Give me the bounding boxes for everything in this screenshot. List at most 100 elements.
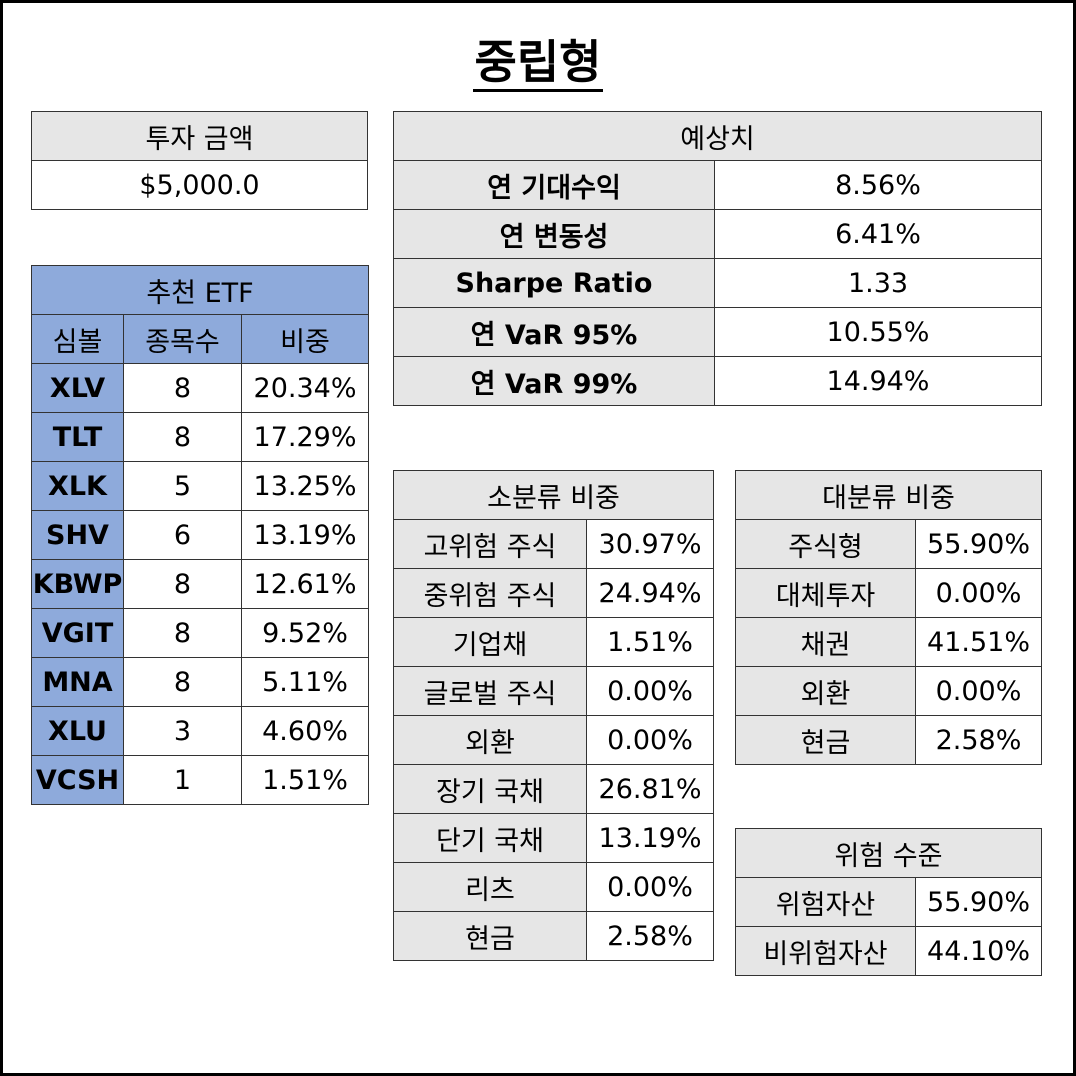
etf-count: 3 <box>123 706 242 756</box>
table-row: 현금 2.58% <box>735 715 1043 765</box>
sub-category-value: 24.94% <box>585 568 715 618</box>
main-category-value: 0.00% <box>914 568 1043 618</box>
sub-category-value: 1.51% <box>585 617 715 667</box>
sub-category-value: 30.97% <box>585 519 715 569</box>
table-row: KBWP 8 12.61% <box>31 559 370 609</box>
table-row: 중위험 주식 24.94% <box>393 568 715 618</box>
risk-level-table: 위험 수준 위험자산 55.90% 비위험자산 44.10% <box>734 828 1043 976</box>
table-row: TLT 8 17.29% <box>31 412 370 462</box>
forecast-label: 연 VaR 99% <box>393 356 715 406</box>
table-row: VCSH 1 1.51% <box>31 755 370 805</box>
sub-category-label: 단기 국채 <box>393 813 587 863</box>
table-row: 연 VaR 95% 10.55% <box>393 307 1042 357</box>
etf-symbol: VGIT <box>31 608 124 658</box>
risk-level-value: 55.90% <box>914 877 1043 927</box>
main-category-table: 대분류 비중 주식형 55.90% 대체투자 0.00% 채권 41.51% 외환 0.… <box>734 470 1043 765</box>
table-row: 외환 0.00% <box>393 715 715 765</box>
etf-symbol: XLU <box>31 706 124 756</box>
etf-column-weight: 비중 <box>240 314 370 364</box>
etf-symbol: XLK <box>31 461 124 511</box>
table-row: 현금 2.58% <box>393 911 715 961</box>
table-row: 장기 국채 26.81% <box>393 764 715 814</box>
etf-weight: 12.61% <box>240 559 370 609</box>
forecast-label: 연 VaR 95% <box>393 307 715 357</box>
forecast-value: 8.56% <box>714 160 1042 210</box>
forecast-value: 6.41% <box>714 209 1042 259</box>
table-row: 연 변동성 6.41% <box>393 209 1042 259</box>
risk-level-header: 위험 수준 <box>734 828 1043 878</box>
table-row: Sharpe Ratio 1.33 <box>393 258 1042 308</box>
table-row: XLU 3 4.60% <box>31 706 370 756</box>
etf-count: 8 <box>123 559 242 609</box>
sub-category-value: 0.00% <box>585 862 715 912</box>
etf-column-symbol: 심볼 <box>31 314 124 364</box>
etf-table-header: 추천 ETF <box>30 265 370 315</box>
sub-category-value: 13.19% <box>585 813 715 863</box>
forecast-value: 1.33 <box>714 258 1042 308</box>
page-title: 중립형 <box>0 30 1076 94</box>
risk-level-value: 44.10% <box>914 926 1043 976</box>
etf-count: 8 <box>123 363 242 413</box>
etf-count: 8 <box>123 412 242 462</box>
etf-count: 8 <box>123 608 242 658</box>
forecast-header: 예상치 <box>393 111 1042 161</box>
etf-weight: 13.25% <box>240 461 370 511</box>
etf-weight: 17.29% <box>240 412 370 462</box>
sub-category-label: 고위험 주식 <box>393 519 587 569</box>
table-row: 글로벌 주식 0.00% <box>393 666 715 716</box>
etf-weight: 5.11% <box>240 657 370 707</box>
table-row: 기업채 1.51% <box>393 617 715 667</box>
table-row: 리츠 0.00% <box>393 862 715 912</box>
etf-weight: 13.19% <box>240 510 370 560</box>
etf-symbol: KBWP <box>31 559 124 609</box>
sub-category-label: 현금 <box>393 911 587 961</box>
main-category-label: 현금 <box>735 715 916 765</box>
main-category-label: 대체투자 <box>735 568 916 618</box>
etf-count: 6 <box>123 510 242 560</box>
etf-symbol: MNA <box>31 657 124 707</box>
main-category-value: 55.90% <box>914 519 1043 569</box>
main-category-label: 주식형 <box>735 519 916 569</box>
sub-category-value: 0.00% <box>585 666 715 716</box>
main-category-value: 2.58% <box>914 715 1043 765</box>
etf-symbol: XLV <box>31 363 124 413</box>
sub-category-label: 리츠 <box>393 862 587 912</box>
table-row: 외환 0.00% <box>735 666 1043 716</box>
risk-level-label: 비위험자산 <box>735 926 916 976</box>
etf-symbol: VCSH <box>31 755 124 805</box>
table-row: VGIT 8 9.52% <box>31 608 370 658</box>
sub-category-value: 2.58% <box>585 911 715 961</box>
sub-category-label: 중위험 주식 <box>393 568 587 618</box>
etf-symbol: SHV <box>31 510 124 560</box>
sub-category-value: 26.81% <box>585 764 715 814</box>
forecast-label: 연 기대수익 <box>393 160 715 210</box>
table-row: 단기 국채 13.19% <box>393 813 715 863</box>
risk-level-label: 위험자산 <box>735 877 916 927</box>
table-row: 비위험자산 44.10% <box>735 926 1043 976</box>
forecast-label: Sharpe Ratio <box>393 258 715 308</box>
table-row: 주식형 55.90% <box>735 519 1043 569</box>
etf-table: 추천 ETF 심볼 종목수 비중 XLV 8 20.34% TLT 8 17.29% X… <box>30 265 370 805</box>
forecast-label: 연 변동성 <box>393 209 715 259</box>
main-category-value: 0.00% <box>914 666 1043 716</box>
etf-count: 5 <box>123 461 242 511</box>
table-row: XLV 8 20.34% <box>31 363 370 413</box>
table-row: 고위험 주식 30.97% <box>393 519 715 569</box>
etf-weight: 4.60% <box>240 706 370 756</box>
etf-column-count: 종목수 <box>123 314 242 364</box>
sub-category-label: 글로벌 주식 <box>393 666 587 716</box>
investment-amount-header: 투자 금액 <box>31 111 368 161</box>
sub-category-label: 외환 <box>393 715 587 765</box>
investment-amount-value: $5,000.0 <box>31 160 368 210</box>
investment-amount-table: 투자 금액 $5,000.0 <box>31 111 368 210</box>
table-row: SHV 6 13.19% <box>31 510 370 560</box>
table-row: 대체투자 0.00% <box>735 568 1043 618</box>
etf-weight: 20.34% <box>240 363 370 413</box>
main-category-label: 외환 <box>735 666 916 716</box>
forecast-value: 10.55% <box>714 307 1042 357</box>
forecast-value: 14.94% <box>714 356 1042 406</box>
sub-category-label: 장기 국채 <box>393 764 587 814</box>
sub-category-value: 0.00% <box>585 715 715 765</box>
main-category-header: 대분류 비중 <box>734 470 1043 520</box>
